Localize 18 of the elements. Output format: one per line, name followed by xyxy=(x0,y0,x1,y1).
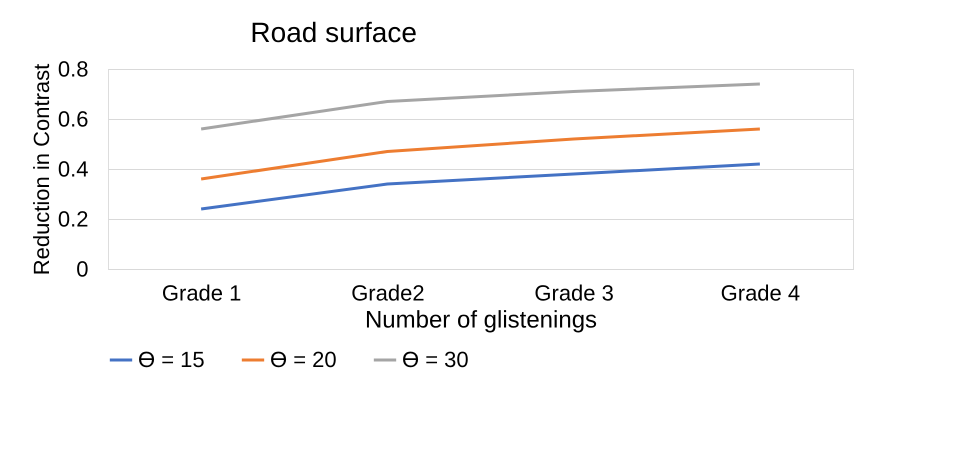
line-series xyxy=(200,128,762,180)
y-tick-label: 0.4 xyxy=(58,156,88,182)
line-series xyxy=(200,82,762,130)
y-tick-label: 0.6 xyxy=(58,106,88,132)
line-series xyxy=(200,162,762,210)
x-tick-label: Grade 1 xyxy=(162,280,242,306)
x-tick-label: Grade 3 xyxy=(534,280,614,306)
chart-title: Road surface xyxy=(250,17,417,48)
x-tick-label: Grade 4 xyxy=(720,280,800,306)
y-tick-label: 0.8 xyxy=(58,56,88,82)
x-axis-title: Number of glistenings xyxy=(364,306,598,334)
legend-label: ϴ = 30 xyxy=(402,347,469,372)
legend-label: ϴ = 15 xyxy=(138,347,205,372)
y-axis-title: Reduction in Contrast xyxy=(28,64,54,276)
x-tick-label: Grade2 xyxy=(351,280,425,306)
legend-label: ϴ = 20 xyxy=(270,347,337,372)
y-tick-label: 0 xyxy=(76,256,88,282)
y-tick-label: 0.2 xyxy=(58,206,88,232)
